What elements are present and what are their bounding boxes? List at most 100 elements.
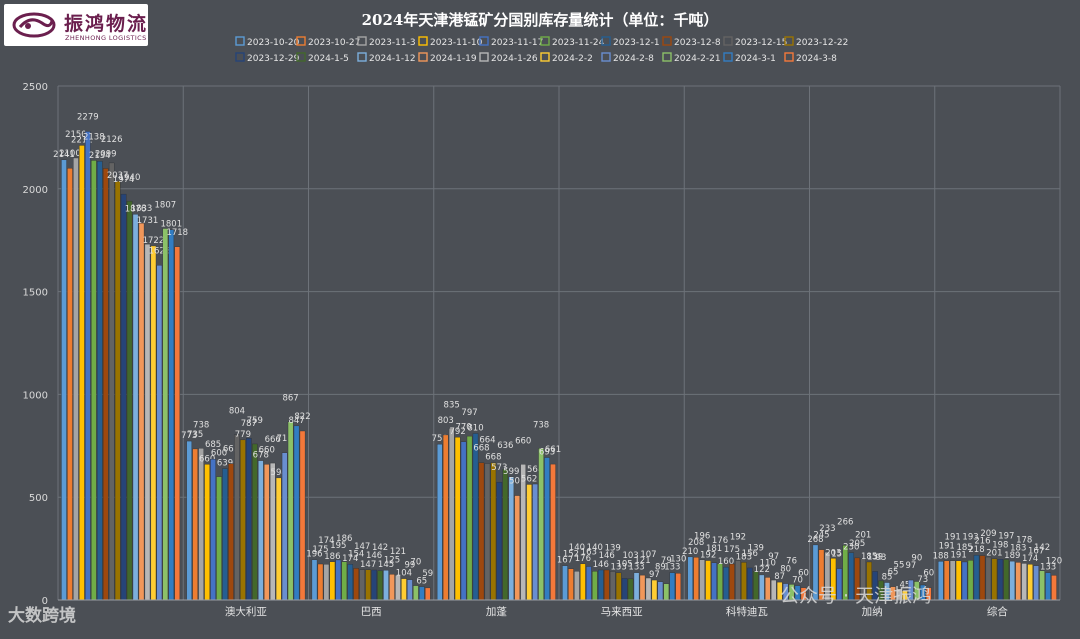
data-label: 139 [867, 552, 883, 562]
x-tick-label: 科特迪瓦 [726, 605, 768, 618]
data-label: 803 [438, 416, 454, 426]
bar [365, 569, 371, 601]
bar [633, 572, 640, 601]
data-label: 55 [894, 561, 905, 571]
bar [639, 574, 646, 601]
bar [204, 464, 210, 601]
data-label: 147 [354, 542, 370, 552]
bar [395, 574, 401, 601]
wechat-watermark: 公众号 · 天津振鸿 [780, 585, 932, 607]
legend-swatch [479, 36, 489, 46]
y-tick-label: 2500 [23, 82, 48, 93]
data-label: 197 [998, 531, 1014, 541]
data-label: 188 [933, 551, 949, 561]
bar [323, 564, 330, 601]
data-label: 666 [265, 435, 281, 445]
data-label: 163 [581, 547, 597, 557]
bar [228, 463, 234, 601]
y-tick-label: 1500 [23, 288, 48, 299]
legend-label: 2023-11-17 [491, 38, 543, 48]
bar [389, 574, 395, 601]
x-tick-label: 澳大利亚 [225, 605, 267, 618]
data-label: 1628 [149, 246, 171, 256]
data-label: 1807 [155, 200, 177, 210]
data-label: 156 [742, 549, 758, 559]
logo-icon [12, 12, 56, 38]
data-label: 573 [491, 463, 507, 473]
data-label: 216 [974, 537, 990, 547]
bar [997, 559, 1004, 601]
data-label: 133 [611, 563, 627, 573]
data-label: 1718 [166, 228, 188, 238]
legend-swatch [418, 52, 428, 62]
data-label: 191 [939, 542, 955, 552]
data-label: 716 [277, 434, 293, 444]
data-label: 153 [831, 550, 847, 560]
bar [735, 560, 741, 601]
bar [675, 573, 682, 601]
bar [973, 554, 980, 601]
legend-swatch [235, 36, 245, 46]
bar [120, 193, 127, 601]
bar [454, 436, 461, 601]
data-label: 176 [712, 536, 728, 546]
data-label: 97 [768, 552, 779, 562]
data-label: 218 [968, 545, 984, 555]
data-label: 198 [992, 540, 1008, 550]
data-label: 70 [410, 558, 421, 568]
data-label: 99 [404, 561, 415, 571]
data-label: 195 [330, 541, 346, 551]
data-label: 208 [688, 538, 704, 548]
bar [711, 562, 717, 601]
data-label: 73 [917, 575, 928, 585]
bar [424, 587, 431, 601]
bar [150, 245, 157, 601]
data-label: 2100 [59, 149, 81, 159]
bar [448, 428, 455, 601]
data-label: 160 [718, 557, 734, 567]
legend-label: 2024-1-5 [308, 54, 349, 64]
bar [263, 464, 270, 601]
x-tick-label: 加纳 [862, 605, 883, 618]
bar [961, 561, 968, 601]
data-label: 564 [527, 465, 543, 475]
data-label: 835 [444, 400, 460, 410]
data-label: 847 [288, 416, 304, 426]
data-label: 822 [294, 412, 310, 422]
bar [490, 462, 497, 601]
data-label: 186 [324, 552, 340, 562]
data-label: 1801 [160, 220, 182, 230]
bar [353, 568, 360, 601]
bar [615, 572, 622, 601]
data-label: 185 [956, 543, 972, 553]
bar [407, 579, 413, 601]
data-label: 738 [193, 420, 209, 430]
logo-subtitle: ZHENHONG LOGISTICS [65, 34, 147, 42]
legend-label: 2023-10-27 [308, 38, 360, 48]
legend-swatch [479, 52, 489, 62]
bar [943, 560, 950, 601]
data-label: 154 [348, 549, 364, 559]
bar [502, 469, 509, 601]
data-label: 599 [503, 467, 519, 477]
legend-label: 2023-12-1 [613, 38, 660, 48]
x-tick-label: 综合 [987, 605, 1008, 618]
bar [299, 430, 306, 601]
data-label: 122 [754, 565, 770, 575]
bar [61, 159, 67, 601]
data-label: 2134 [89, 151, 111, 161]
data-label: 45 [900, 581, 911, 591]
brand-watermark: 大数跨境 [8, 606, 76, 626]
bar [937, 561, 944, 601]
data-label: 594 [271, 468, 287, 478]
bar [514, 495, 521, 601]
data-label: 181 [706, 544, 722, 554]
data-label: 176 [575, 554, 591, 564]
bar [114, 180, 121, 601]
data-label: 87 [774, 572, 785, 582]
data-label: 167 [557, 556, 573, 566]
bar [85, 131, 91, 601]
data-label: 65 [416, 577, 427, 587]
data-label: 668 [473, 444, 489, 454]
data-label: 792 [450, 427, 466, 437]
